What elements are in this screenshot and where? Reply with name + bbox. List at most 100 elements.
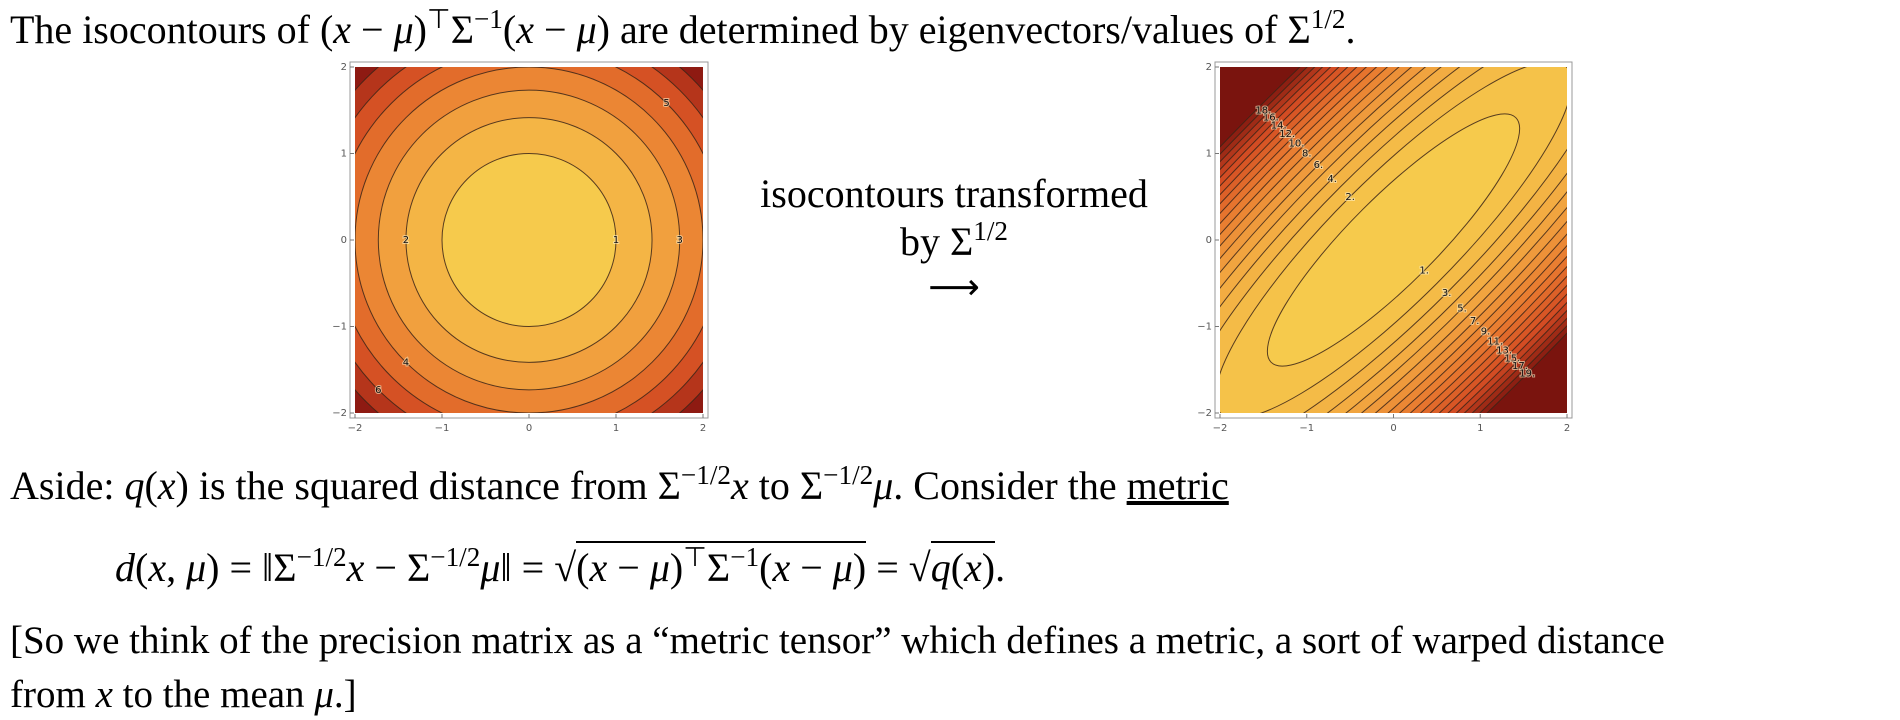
math: q: [124, 463, 145, 508]
radicand: (x − μ)⊤Σ−1(x − μ): [576, 541, 867, 590]
text: to the mean: [112, 673, 315, 716]
aside: Aside: q(x) is the squared distance from…: [10, 460, 1229, 510]
x-tick-label: −1: [435, 423, 450, 434]
contour-label: 7.: [1470, 316, 1480, 327]
math: x: [964, 545, 982, 590]
contour-label: 15.: [1504, 353, 1520, 364]
math: x: [157, 463, 176, 508]
text: (: [502, 7, 517, 52]
y-tick-label: 1: [1206, 149, 1212, 160]
text: ): [852, 545, 867, 590]
contour-plot: 1 2 3 4 5 6 −2 −1 0 1 2 −2 −1 0 1 2: [332, 61, 709, 434]
y-tick-label: −1: [1197, 322, 1212, 333]
text: to Σ: [748, 463, 824, 508]
text: (: [135, 545, 149, 590]
y-tick-label: −2: [1197, 408, 1212, 419]
text: ) are determined by eigenvectors/values …: [596, 7, 1311, 52]
sup: −1: [730, 542, 760, 573]
contour-label: 6.: [1314, 160, 1324, 171]
contour-label: 1: [613, 235, 619, 246]
text: ): [669, 545, 684, 590]
text: = √: [866, 545, 931, 590]
contour-label: 19.: [1519, 368, 1535, 379]
contour-label: 2.: [1345, 192, 1355, 203]
y-tick-label: 0: [341, 235, 347, 246]
arrow: ⟶: [928, 267, 980, 308]
contour-label: 12.: [1279, 129, 1295, 140]
text: Aside:: [10, 463, 125, 508]
math: μ: [186, 545, 207, 590]
contour-label: 11.: [1487, 336, 1503, 347]
contour-label: 3: [677, 235, 683, 246]
text: The isocontours of (: [10, 7, 334, 52]
math: μ: [314, 673, 334, 716]
math: μ: [873, 463, 894, 508]
text: by Σ: [899, 219, 974, 264]
text: ) is the squared distance from Σ: [175, 463, 681, 508]
y-tick-label: −2: [332, 408, 347, 419]
math: x: [589, 545, 608, 590]
contour-label: 13.: [1496, 345, 1512, 356]
formula: d(x, μ) = ‖Σ−1/2x − Σ−1/2μ‖ = √(x − μ)⊤Σ…: [115, 541, 1005, 592]
math: μ: [480, 545, 501, 590]
x-tick-label: 1: [613, 423, 619, 434]
text: . Consider the: [893, 463, 1127, 508]
contour-label: 10.: [1289, 138, 1305, 149]
sup: −1/2: [296, 542, 347, 573]
underlined: metric: [1126, 463, 1229, 508]
x-tick-label: 0: [1390, 423, 1396, 434]
y-tick-label: 2: [1206, 62, 1212, 73]
text: Σ: [450, 7, 474, 52]
middle-caption: isocontours transformed by Σ1/2 ⟶: [734, 170, 1174, 309]
text: isocontours transformed: [760, 171, 1148, 216]
text: −: [790, 545, 833, 590]
math: x: [730, 463, 749, 508]
math: μ: [393, 7, 414, 52]
text: .]: [333, 673, 357, 716]
note-line: from x to the mean μ.]: [10, 672, 357, 719]
text: (: [144, 463, 158, 508]
text: .: [1345, 7, 1356, 52]
x-tick-label: 0: [526, 423, 532, 434]
math: d: [115, 545, 135, 590]
contour-label: 6: [375, 385, 381, 396]
math: x: [346, 545, 365, 590]
math: μ: [832, 545, 853, 590]
sup: 1/2: [973, 216, 1009, 247]
math: x: [516, 7, 534, 52]
text: ): [981, 545, 996, 590]
y-tick-label: 2: [341, 62, 347, 73]
text: ‖ = √: [500, 545, 577, 590]
x-tick-label: 2: [700, 423, 706, 434]
y-tick-label: −1: [332, 322, 347, 333]
text: − Σ: [364, 545, 431, 590]
title: The isocontours of (x − μ)⊤Σ−1(x − μ) ar…: [10, 4, 1356, 54]
text: ) = ‖Σ: [206, 545, 297, 590]
sup: ⊤: [683, 542, 707, 573]
text: (: [950, 545, 965, 590]
sup: −1/2: [430, 542, 481, 573]
text: Σ: [706, 545, 731, 590]
sup: −1/2: [680, 460, 731, 491]
contour-label: 14.: [1271, 121, 1287, 132]
contour-label: 9.: [1481, 327, 1491, 338]
contour-label: 4.: [1327, 174, 1337, 185]
contour-label: 8.: [1302, 149, 1312, 160]
sup: −1: [473, 4, 503, 35]
contour-plot: 1.2.3.4.5.6.7.8.9.10.11.12.13.14.15.16.1…: [1197, 61, 1573, 434]
note-line: [So we think of the precision matrix as …: [10, 619, 1665, 662]
text: −: [534, 7, 577, 52]
radicand: q(x): [930, 541, 996, 590]
sup: ⊤: [427, 4, 451, 35]
math: x: [95, 673, 113, 716]
contour-label: 4: [403, 357, 409, 368]
contour-label: 5.: [1457, 303, 1467, 314]
x-tick-label: −2: [1213, 423, 1228, 434]
text: (: [759, 545, 773, 590]
plot-area: [355, 67, 703, 413]
math: x: [772, 545, 791, 590]
contour: [1266, 113, 1521, 367]
x-tick-label: −1: [1299, 423, 1314, 434]
